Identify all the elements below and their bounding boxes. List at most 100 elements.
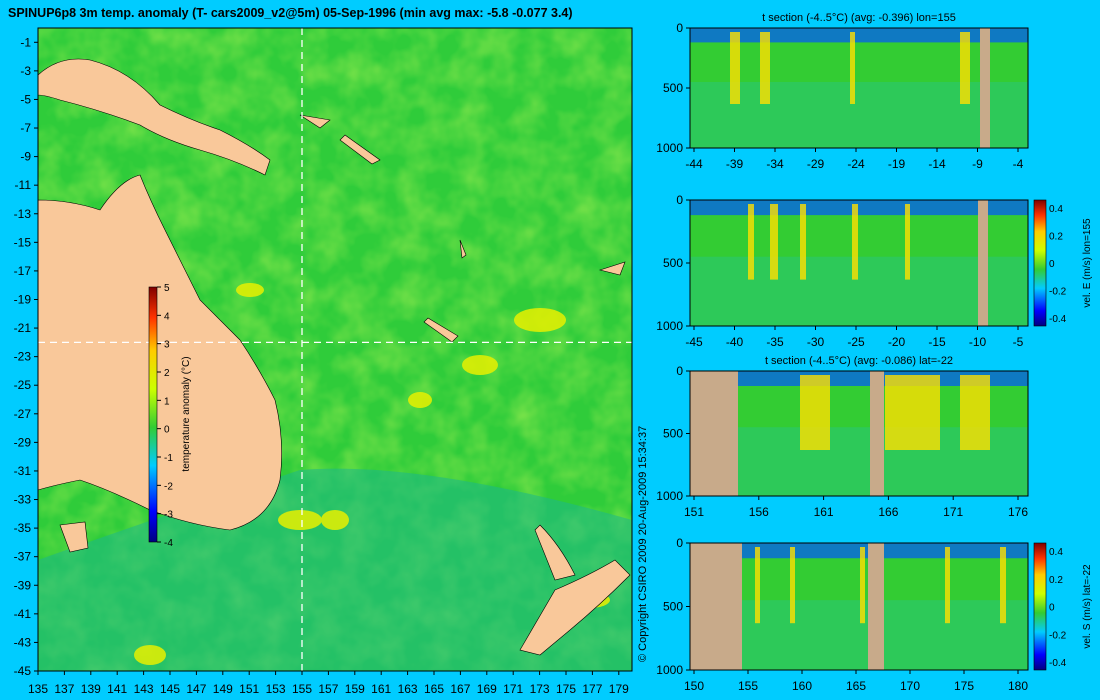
map-x-tick-label: 139 xyxy=(81,682,101,696)
map-colorbar-tick-label: 4 xyxy=(164,311,170,322)
section-y-tick-label: 0 xyxy=(676,21,683,35)
map-colorbar-tick-label: -1 xyxy=(164,453,173,464)
section-colorbar-tick-label: -0.2 xyxy=(1049,630,1067,641)
map-frame xyxy=(37,27,633,672)
map-colorbar xyxy=(148,286,158,543)
map-y-tick-label: -5 xyxy=(20,92,31,106)
section-x-tick-label: -45 xyxy=(685,335,703,349)
section-colorbar-tick-label: 0.2 xyxy=(1049,575,1063,586)
map-y-ticks: -1 -3 -5 -7 -9 -11 -13 -15 -17 -19 -21 -23 -25 -27 -29… xyxy=(14,35,38,678)
section-y-tick-label: 0 xyxy=(676,364,683,378)
map-y-tick-label: -23 xyxy=(14,350,32,364)
section-land xyxy=(980,28,990,148)
map-x-tick-label: 135 xyxy=(28,682,48,696)
map-x-tick-label: 161 xyxy=(371,682,391,696)
map-y-tick-label: -7 xyxy=(20,121,31,135)
map-x-tick-label: 163 xyxy=(398,682,418,696)
section-x-tick-label: -4 xyxy=(1013,157,1024,171)
section-x-tick-label: 166 xyxy=(878,505,898,519)
section-warm-band xyxy=(960,32,970,104)
section-warm-band xyxy=(905,204,910,280)
tasmania xyxy=(59,521,89,553)
section-x-tick-label: -30 xyxy=(807,335,825,349)
section-x-tick-label: 150 xyxy=(684,679,704,693)
map-y-tick-label: -19 xyxy=(14,292,32,306)
section-x-tick-label: -15 xyxy=(928,335,946,349)
map-y-tick-label: -11 xyxy=(15,178,32,192)
map-x-tick-label: 151 xyxy=(239,682,259,696)
map-y-tick-label: -43 xyxy=(14,635,32,649)
section-x-tick-label: -25 xyxy=(847,335,865,349)
map-colorbar-tick-label: 0 xyxy=(164,425,170,436)
section-colorbar-label: vel. E (m/s) lon=155 xyxy=(1082,218,1093,308)
map-x-tick-label: 147 xyxy=(186,682,206,696)
map-y-tick-label: -33 xyxy=(14,493,32,507)
section-x-tick-label: 161 xyxy=(814,505,834,519)
map-y-tick-label: -39 xyxy=(14,578,32,592)
map-colorbar-tick-label: 3 xyxy=(164,340,170,351)
section-x-tick-label: -24 xyxy=(847,157,865,171)
section-x-tick-label: 156 xyxy=(749,505,769,519)
map-x-tick-label: 179 xyxy=(609,682,629,696)
map-x-ticks: 135 137 139 141 143 145 147 149 151 153 155 157 159 1… xyxy=(28,671,629,696)
section-warm-band xyxy=(770,204,778,280)
map-y-tick-label: -35 xyxy=(14,521,32,535)
map-colorbar-tick-label: -4 xyxy=(164,538,173,549)
map-colorbar-tick-label: 1 xyxy=(164,396,170,407)
section-colorbar-tick-label: 0 xyxy=(1049,259,1055,270)
section-y-tick-label: 0 xyxy=(676,536,683,550)
section-x-tick-label: -34 xyxy=(766,157,784,171)
section-x-tick-label: 171 xyxy=(943,505,963,519)
map-y-tick-label: -37 xyxy=(14,550,32,564)
map-x-tick-label: 157 xyxy=(318,682,338,696)
section-deep-layer xyxy=(690,600,1028,670)
section-panel: t section (-4..5°C) (avg: -0.396) lon=15… xyxy=(656,12,1029,171)
section-land xyxy=(870,371,884,496)
nz-south-island xyxy=(519,559,631,656)
section-colorbar-tick-label: -0.4 xyxy=(1049,658,1067,669)
section-y-tick-label: 1000 xyxy=(656,489,683,503)
section-land xyxy=(978,200,988,326)
map-x-tick-label: 167 xyxy=(450,682,470,696)
section-deep-layer xyxy=(690,256,1028,326)
section-warm-band xyxy=(790,547,795,624)
section-x-tick-label: -5 xyxy=(1013,335,1024,349)
section-x-tick-label: 165 xyxy=(846,679,866,693)
map-colorbar-tick-label: 2 xyxy=(164,368,170,379)
section-warm-band xyxy=(800,204,806,280)
section-field xyxy=(690,200,1028,326)
section-colorbar xyxy=(1033,542,1047,671)
map-y-tick-label: -1 xyxy=(20,35,31,49)
section-field xyxy=(690,543,1028,670)
map-colorbar-tick-label: -3 xyxy=(164,510,173,521)
map-land xyxy=(37,58,631,656)
section-y-tick-label: 1000 xyxy=(656,663,683,677)
map-x-tick-label: 173 xyxy=(530,682,550,696)
section-colorbar-tick-label: 0.4 xyxy=(1049,204,1063,215)
map-x-tick-label: 177 xyxy=(582,682,602,696)
section-land xyxy=(690,543,742,670)
map-y-tick-label: -21 xyxy=(14,321,32,335)
section-x-tick-label: -35 xyxy=(766,335,784,349)
map-y-tick-label: -41 xyxy=(14,607,32,621)
section-x-tick-label: 180 xyxy=(1008,679,1028,693)
map-y-tick-label: -45 xyxy=(14,664,32,678)
map-y-tick-label: -15 xyxy=(14,235,32,249)
section-warm-band xyxy=(860,547,865,624)
section-land xyxy=(868,543,884,670)
section-panels: t section (-4..5°C) (avg: -0.396) lon=15… xyxy=(656,12,1093,693)
map-warm-eddies xyxy=(134,283,610,665)
section-x-tick-label: -44 xyxy=(685,157,703,171)
section-y-tick-label: 1000 xyxy=(656,141,683,155)
section-x-tick-label: -40 xyxy=(726,335,744,349)
section-warm-band xyxy=(760,32,770,104)
map-y-tick-label: -27 xyxy=(14,407,32,421)
map-x-tick-label: 143 xyxy=(134,682,154,696)
section-y-tick-label: 500 xyxy=(663,81,683,95)
temperature-map: 135 137 139 141 143 145 147 149 151 153 155 157 159 1… xyxy=(14,27,633,696)
section-warm-band xyxy=(730,32,740,104)
new-guinea xyxy=(37,58,271,176)
map-colorbar-tick-label: -2 xyxy=(164,481,173,492)
section-warm-band xyxy=(852,204,858,280)
